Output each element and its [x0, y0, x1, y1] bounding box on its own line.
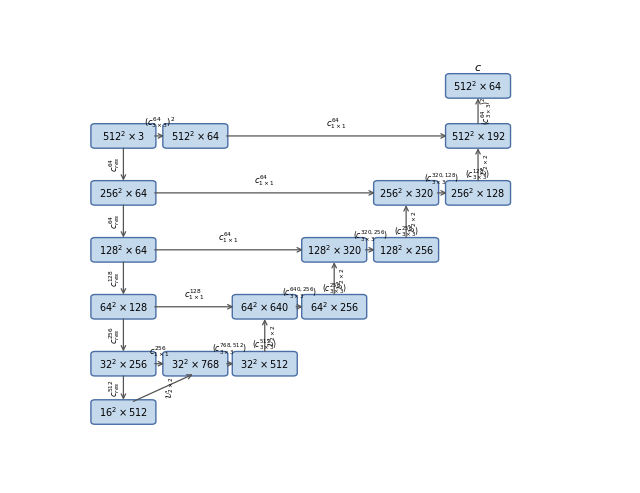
FancyBboxPatch shape	[91, 238, 156, 262]
Text: $c^{64}_{1\times1}$: $c^{64}_{1\times1}$	[255, 173, 275, 188]
FancyBboxPatch shape	[445, 124, 511, 148]
Text: $c^{128}_{res}$: $c^{128}_{res}$	[107, 269, 122, 287]
Text: $(c^{64}_{3\times3})^2$: $(c^{64}_{3\times3})^2$	[144, 115, 175, 130]
Text: $(c^{320,256}_{3\times3})$: $(c^{320,256}_{3\times3})$	[353, 228, 388, 244]
Text: $c^{128}_{1\times1}$: $c^{128}_{1\times1}$	[184, 287, 204, 302]
Text: $c^{512}_{res}$: $c^{512}_{res}$	[107, 379, 122, 397]
Text: $512^2 \times 3$: $512^2 \times 3$	[102, 129, 145, 143]
FancyBboxPatch shape	[374, 180, 438, 205]
Text: $32^2 \times 768$: $32^2 \times 768$	[171, 357, 220, 371]
Text: $128^2 \times 320$: $128^2 \times 320$	[307, 243, 362, 257]
Text: $\mathcal{U}_{2\times2}$: $\mathcal{U}_{2\times2}$	[164, 376, 176, 399]
Text: $128^2 \times 256$: $128^2 \times 256$	[378, 243, 434, 257]
FancyBboxPatch shape	[91, 294, 156, 319]
FancyBboxPatch shape	[91, 180, 156, 205]
FancyBboxPatch shape	[163, 124, 228, 148]
Text: $(c^{128}_{3\times3})$: $(c^{128}_{3\times3})$	[465, 167, 491, 182]
Text: $\mathcal{U}_{2\times2}$: $\mathcal{U}_{2\times2}$	[266, 324, 278, 347]
Text: $64^2 \times 128$: $64^2 \times 128$	[99, 300, 148, 314]
FancyBboxPatch shape	[445, 180, 511, 205]
FancyBboxPatch shape	[91, 352, 156, 376]
Text: $\mathcal{U}_{2\times2}$: $\mathcal{U}_{2\times2}$	[336, 267, 348, 290]
FancyBboxPatch shape	[301, 238, 367, 262]
Text: $128^2 \times 64$: $128^2 \times 64$	[99, 243, 148, 257]
Text: $32^2 \times 256$: $32^2 \times 256$	[99, 357, 148, 371]
FancyBboxPatch shape	[232, 352, 297, 376]
Text: $256^2 \times 320$: $256^2 \times 320$	[378, 186, 434, 200]
Text: $c^{256}_{1\times1}$: $c^{256}_{1\times1}$	[149, 344, 170, 358]
FancyBboxPatch shape	[301, 294, 367, 319]
FancyBboxPatch shape	[91, 124, 156, 148]
Text: $32^2 \times 512$: $32^2 \times 512$	[241, 357, 289, 371]
Text: $c^{64}_{1\times1}$: $c^{64}_{1\times1}$	[218, 230, 239, 245]
FancyBboxPatch shape	[91, 400, 156, 424]
Text: $64^2 \times 256$: $64^2 \times 256$	[310, 300, 358, 314]
Text: $(c^{640,256}_{3\times3})$: $(c^{640,256}_{3\times3})$	[282, 285, 317, 301]
Text: $(c^{512}_{3\times3})$: $(c^{512}_{3\times3})$	[252, 338, 277, 352]
Text: $\mathcal{U}_{2\times2}$: $\mathcal{U}_{2\times2}$	[408, 210, 419, 233]
Text: $c^{64}_{res}$: $c^{64}_{res}$	[107, 157, 122, 172]
FancyBboxPatch shape	[374, 238, 438, 262]
Text: $512^2 \times 64$: $512^2 \times 64$	[171, 129, 220, 143]
Text: $(c^{768,512}_{3\times3})$: $(c^{768,512}_{3\times3})$	[212, 342, 248, 357]
Text: $(c^{64}_{3\times3})^2$: $(c^{64}_{3\times3})^2$	[479, 97, 495, 125]
Text: $64^2 \times 640$: $64^2 \times 640$	[240, 300, 289, 314]
Text: $(c^{320,128}_{3\times3})$: $(c^{320,128}_{3\times3})$	[424, 171, 460, 187]
Text: $512^2 \times 192$: $512^2 \times 192$	[451, 129, 506, 143]
Text: $256^2 \times 128$: $256^2 \times 128$	[451, 186, 506, 200]
Text: $c^{64}_{res}$: $c^{64}_{res}$	[107, 213, 122, 229]
Text: $c^{256}_{res}$: $c^{256}_{res}$	[107, 326, 122, 344]
Text: $(c^{256}_{3\times3})$: $(c^{256}_{3\times3})$	[394, 224, 419, 239]
Text: $c^{64}_{1\times1}$: $c^{64}_{1\times1}$	[326, 116, 347, 131]
Text: $\mathcal{U}_{2\times2}$: $\mathcal{U}_{2\times2}$	[480, 153, 492, 176]
Text: $256^2 \times 64$: $256^2 \times 64$	[99, 186, 148, 200]
Text: $16^2 \times 512$: $16^2 \times 512$	[99, 405, 148, 419]
FancyBboxPatch shape	[163, 352, 228, 376]
FancyBboxPatch shape	[232, 294, 297, 319]
Text: $c$: $c$	[474, 63, 482, 73]
Text: $(c^{256}_{3\times3})$: $(c^{256}_{3\times3})$	[322, 281, 347, 296]
Text: $512^2 \times 64$: $512^2 \times 64$	[454, 79, 502, 93]
FancyBboxPatch shape	[445, 73, 511, 98]
